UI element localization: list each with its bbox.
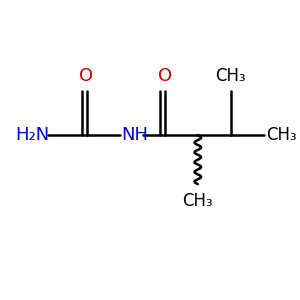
Text: O: O: [80, 67, 94, 85]
Text: CH₃: CH₃: [182, 192, 213, 210]
Text: NH: NH: [121, 126, 148, 144]
Text: CH₃: CH₃: [215, 67, 246, 85]
Text: H₂N: H₂N: [15, 126, 50, 144]
Text: O: O: [158, 67, 172, 85]
Text: CH₃: CH₃: [266, 126, 297, 144]
